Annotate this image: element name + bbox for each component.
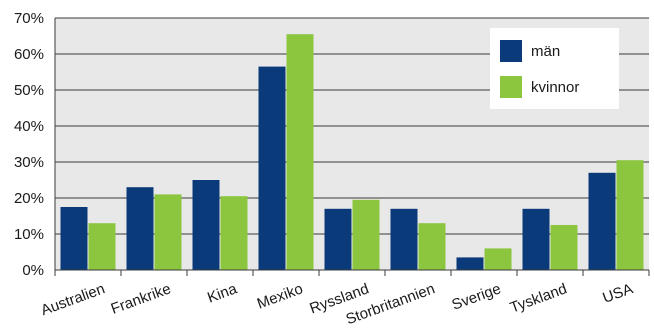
bar-women bbox=[352, 199, 380, 270]
x-category-label: Frankrike bbox=[109, 280, 174, 317]
legend: män kvinnor bbox=[490, 28, 619, 109]
x-axis: Australien Frankrike Kina Mexiko RysslandSto… bbox=[39, 269, 650, 328]
legend-swatch bbox=[500, 76, 522, 98]
y-tick-label: 60% bbox=[14, 46, 44, 63]
bar-women bbox=[484, 248, 512, 270]
bar-men bbox=[588, 172, 616, 270]
x-category-label: USA bbox=[600, 280, 635, 307]
bar-women bbox=[220, 196, 248, 270]
y-tick-label: 10% bbox=[14, 226, 44, 243]
bar-men bbox=[126, 187, 154, 270]
x-category-label: Mexiko bbox=[255, 280, 305, 312]
bar-men bbox=[324, 208, 352, 270]
bar-women bbox=[154, 194, 182, 270]
bars bbox=[60, 34, 644, 271]
y-tick-label: 40% bbox=[14, 118, 44, 135]
x-category-label: Kina bbox=[205, 280, 240, 306]
y-tick-label: 30% bbox=[14, 154, 44, 171]
y-tick-label: 20% bbox=[14, 190, 44, 207]
bar-men bbox=[192, 180, 220, 270]
y-tick-label: 50% bbox=[14, 82, 44, 99]
legend-swatch bbox=[500, 40, 522, 62]
bar-women bbox=[550, 225, 578, 270]
bar-men bbox=[522, 208, 550, 270]
y-axis: 0% 10% 20% 30% 40% 50% 60% 70% bbox=[14, 10, 56, 279]
bar-men bbox=[390, 208, 418, 270]
bar-women bbox=[418, 223, 446, 270]
x-category-label: Australien bbox=[39, 280, 107, 319]
bar-women bbox=[616, 160, 644, 270]
bar-men bbox=[258, 66, 286, 270]
bar-men bbox=[60, 207, 88, 270]
legend-label: män bbox=[531, 43, 560, 60]
x-category-label: Sverige bbox=[450, 280, 504, 313]
y-tick-label: 70% bbox=[14, 10, 44, 27]
x-category-label: Tyskland bbox=[508, 280, 569, 316]
bar-women bbox=[88, 223, 116, 270]
bar-men bbox=[456, 257, 484, 270]
y-tick-label: 0% bbox=[22, 262, 44, 279]
bar-women bbox=[286, 34, 314, 271]
legend-label: kvinnor bbox=[531, 79, 579, 96]
